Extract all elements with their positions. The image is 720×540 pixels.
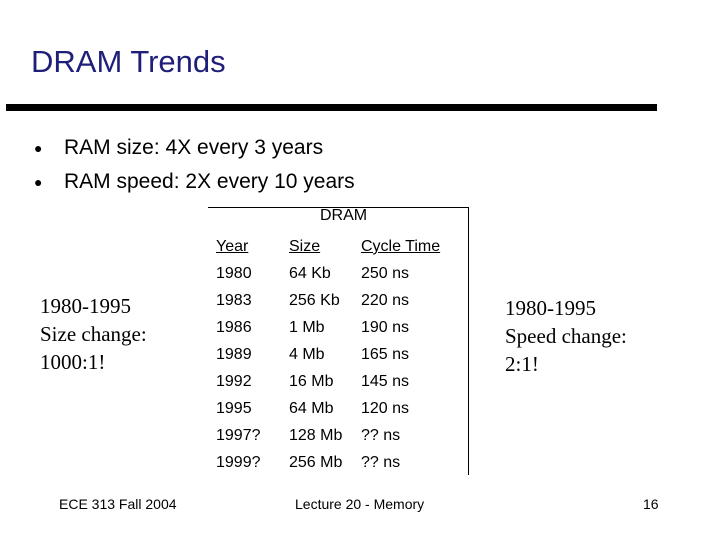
speed-change-note: 1980-1995 Speed change: 2:1! (505, 294, 627, 378)
year-cell: 1989 (216, 346, 252, 363)
cycle-time-cell: 220 ns (361, 292, 410, 309)
size-cell: 64 Mb (289, 400, 334, 417)
title-divider (6, 104, 657, 111)
cycle-time-cell: 120 ns (361, 400, 410, 417)
note-line: Speed change: (505, 324, 627, 348)
note-line: 1980-1995 (40, 294, 131, 318)
year-header: Year (216, 238, 249, 255)
bullet-text: RAM speed: 2X every 10 years (64, 170, 355, 193)
year-cell: 1980 (216, 265, 252, 282)
size-cell: 256 Kb (289, 292, 340, 309)
size-change-note: 1980-1995 Size change: 1000:1! (40, 292, 147, 376)
cycle-time-cell: 250 ns (361, 265, 410, 282)
year-cell: 1997? (216, 427, 261, 444)
size-cell: 4 Mb (289, 346, 325, 363)
size-cell: 128 Mb (289, 427, 343, 444)
year-column: Year 1980 1983 1986 1989 1992 1995 1997?… (216, 233, 261, 476)
cycle-time-cell: ?? ns (361, 427, 401, 444)
slide-title: DRAM Trends (31, 44, 226, 79)
size-header: Size (289, 238, 321, 255)
cycle-time-cell: 145 ns (361, 373, 410, 390)
year-cell: 1999? (216, 454, 261, 471)
year-cell: 1995 (216, 400, 252, 417)
size-column: Size 64 Kb 256 Kb 1 Mb 4 Mb 16 Mb 64 Mb … (289, 233, 342, 476)
note-line: 1000:1! (40, 350, 106, 374)
size-cell: 64 Kb (289, 265, 331, 282)
size-cell: 16 Mb (289, 373, 334, 390)
bullet-item: ● RAM speed: 2X every 10 years (34, 165, 355, 199)
year-cell: 1983 (216, 292, 252, 309)
cycle-time-cell: 165 ns (361, 346, 410, 363)
cycle-time-header: Cycle Time (361, 238, 441, 255)
cycle-time-cell: 190 ns (361, 319, 410, 336)
note-line: Size change: (40, 322, 147, 346)
dram-table-caption: DRAM (320, 207, 368, 224)
note-line: 1980-1995 (505, 296, 596, 320)
dram-table-frame (208, 207, 469, 475)
bullet-icon: ● (34, 140, 43, 156)
cycle-time-cell: ?? ns (361, 454, 401, 471)
size-cell: 1 Mb (289, 319, 325, 336)
bullet-list: ● RAM size: 4X every 3 years ● RAM speed… (34, 131, 355, 199)
note-line: 2:1! (505, 352, 539, 376)
footer-course: ECE 313 Fall 2004 (59, 496, 177, 512)
footer-lecture: Lecture 20 - Memory (295, 496, 425, 512)
year-cell: 1992 (216, 373, 252, 390)
bullet-item: ● RAM size: 4X every 3 years (34, 131, 355, 165)
bullet-text: RAM size: 4X every 3 years (64, 136, 324, 159)
year-cell: 1986 (216, 319, 252, 336)
footer-page-number: 16 (643, 496, 659, 512)
size-cell: 256 Mb (289, 454, 343, 471)
bullet-icon: ● (34, 174, 43, 190)
cycle-time-column: Cycle Time 250 ns 220 ns 190 ns 165 ns 1… (361, 233, 440, 476)
